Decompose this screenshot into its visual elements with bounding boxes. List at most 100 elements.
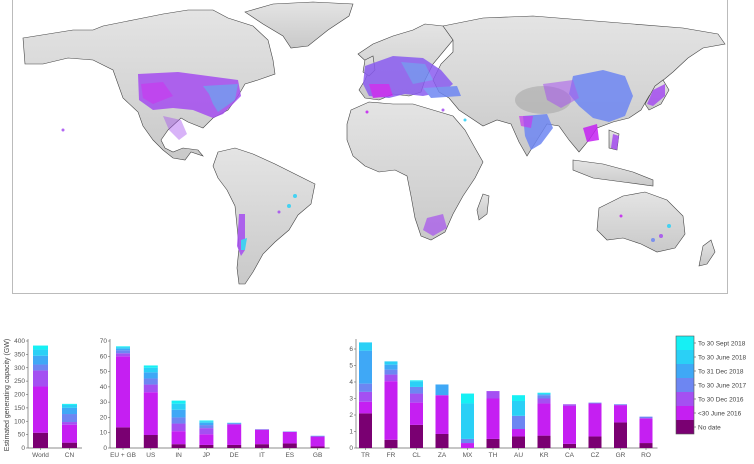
y-tick-label: 50 xyxy=(18,432,26,439)
bar-segment xyxy=(172,404,186,410)
bar-segment xyxy=(116,353,130,356)
x-category-label: CA xyxy=(565,452,575,459)
y-tick-label: 2 xyxy=(349,412,353,419)
bar-segment xyxy=(385,440,398,448)
bar-segment xyxy=(116,350,130,353)
legend-swatch xyxy=(676,406,694,420)
bar-segment xyxy=(33,346,48,350)
bar-segment xyxy=(199,434,213,445)
bar-segment xyxy=(144,385,158,393)
x-category-label: CZ xyxy=(591,452,600,459)
legend-swatch xyxy=(676,378,694,392)
bar-segment xyxy=(172,417,186,423)
bar-segment xyxy=(172,424,186,432)
y-tick-label: 10 xyxy=(100,430,108,437)
bar-segment xyxy=(436,395,449,434)
bar-segment xyxy=(410,403,423,425)
legend-swatch xyxy=(676,336,694,350)
bar-segment xyxy=(144,392,158,435)
y-tick-label: 200 xyxy=(14,392,25,399)
bar-segment xyxy=(359,402,372,414)
bar-segment xyxy=(410,425,423,448)
bar-segment xyxy=(385,365,398,370)
x-category-label: EU + GB xyxy=(110,452,136,459)
bar-segment xyxy=(311,446,325,448)
x-category-label: TR xyxy=(361,452,370,459)
bar-segment xyxy=(512,429,525,436)
x-category-label: ZA xyxy=(438,452,447,459)
bar-segment xyxy=(144,365,158,367)
bar-segment xyxy=(199,421,213,423)
y-axis-title: Estimated generating capacity (GW) xyxy=(4,339,11,451)
y-tick-label: 50 xyxy=(100,369,108,376)
bar-segment xyxy=(33,365,48,371)
bar-segment xyxy=(538,399,551,404)
bar-segment xyxy=(512,395,525,401)
bar-segment xyxy=(33,356,48,365)
bar-segment xyxy=(227,445,241,448)
bar-segment xyxy=(359,392,372,402)
bar-segment xyxy=(461,439,474,443)
bar-segment xyxy=(589,436,602,448)
bar-segment xyxy=(172,410,186,418)
bar-segment xyxy=(436,384,449,395)
legend-swatch xyxy=(676,392,694,406)
legend-swatch xyxy=(676,350,694,364)
bar-segment xyxy=(410,394,423,403)
bar-segment xyxy=(589,403,602,404)
bar-segment xyxy=(385,381,398,440)
bar-segment xyxy=(410,387,423,394)
y-tick-label: 350 xyxy=(14,351,25,358)
world-map-graphic xyxy=(13,0,729,294)
bar-segment xyxy=(33,370,48,386)
bar-segment xyxy=(255,444,269,448)
x-category-label: IN xyxy=(175,452,182,459)
x-category-label: KR xyxy=(539,452,548,459)
bar-segment xyxy=(538,394,551,395)
x-category-label: GB xyxy=(313,452,322,459)
legend-label: No date xyxy=(698,425,721,432)
bar-segment xyxy=(199,420,213,421)
bar-segment xyxy=(538,403,551,435)
legend-label: To 30 June 2017 xyxy=(698,383,746,390)
x-category-label: CL xyxy=(412,452,421,459)
bar-segment xyxy=(116,427,130,448)
bar-segment xyxy=(614,405,627,422)
legend-swatch xyxy=(676,420,694,434)
bar-segment xyxy=(33,350,48,356)
bar-segment xyxy=(589,403,602,436)
y-tick-label: 0 xyxy=(21,445,25,452)
bar-segment xyxy=(640,418,653,443)
bar-charts: Estimated generating capacity (GW) 0 50 10… xyxy=(0,330,754,459)
bar-segment xyxy=(62,414,77,422)
bar-segment xyxy=(563,444,576,448)
bar-segment xyxy=(410,380,423,381)
x-category-label: AU xyxy=(514,452,523,459)
legend-label: To 30 Dec 2016 xyxy=(698,397,744,404)
x-category-label: DE xyxy=(230,452,240,459)
y-tick-label: 70 xyxy=(100,338,108,345)
bar-segment xyxy=(614,422,627,448)
bar-segment xyxy=(563,404,576,406)
bar-segment xyxy=(144,435,158,448)
x-category-label: ES xyxy=(285,452,294,459)
bar-segment xyxy=(62,404,77,405)
bar-segment xyxy=(359,351,372,384)
bar-segment xyxy=(144,372,158,378)
y-tick-label: 30 xyxy=(100,399,108,406)
bar-segment xyxy=(116,346,130,347)
bar-segment xyxy=(199,428,213,434)
x-category-label: FR xyxy=(387,452,396,459)
bar-segment xyxy=(410,381,423,387)
bar-segment xyxy=(62,443,77,448)
bar-segment xyxy=(512,436,525,448)
legend-label: <30 June 2016 xyxy=(698,411,742,418)
world-map xyxy=(12,0,728,294)
x-category-label: JP xyxy=(203,452,211,459)
bar-segment xyxy=(227,424,241,425)
bar-segment xyxy=(172,401,186,404)
bar-segment xyxy=(116,356,130,427)
